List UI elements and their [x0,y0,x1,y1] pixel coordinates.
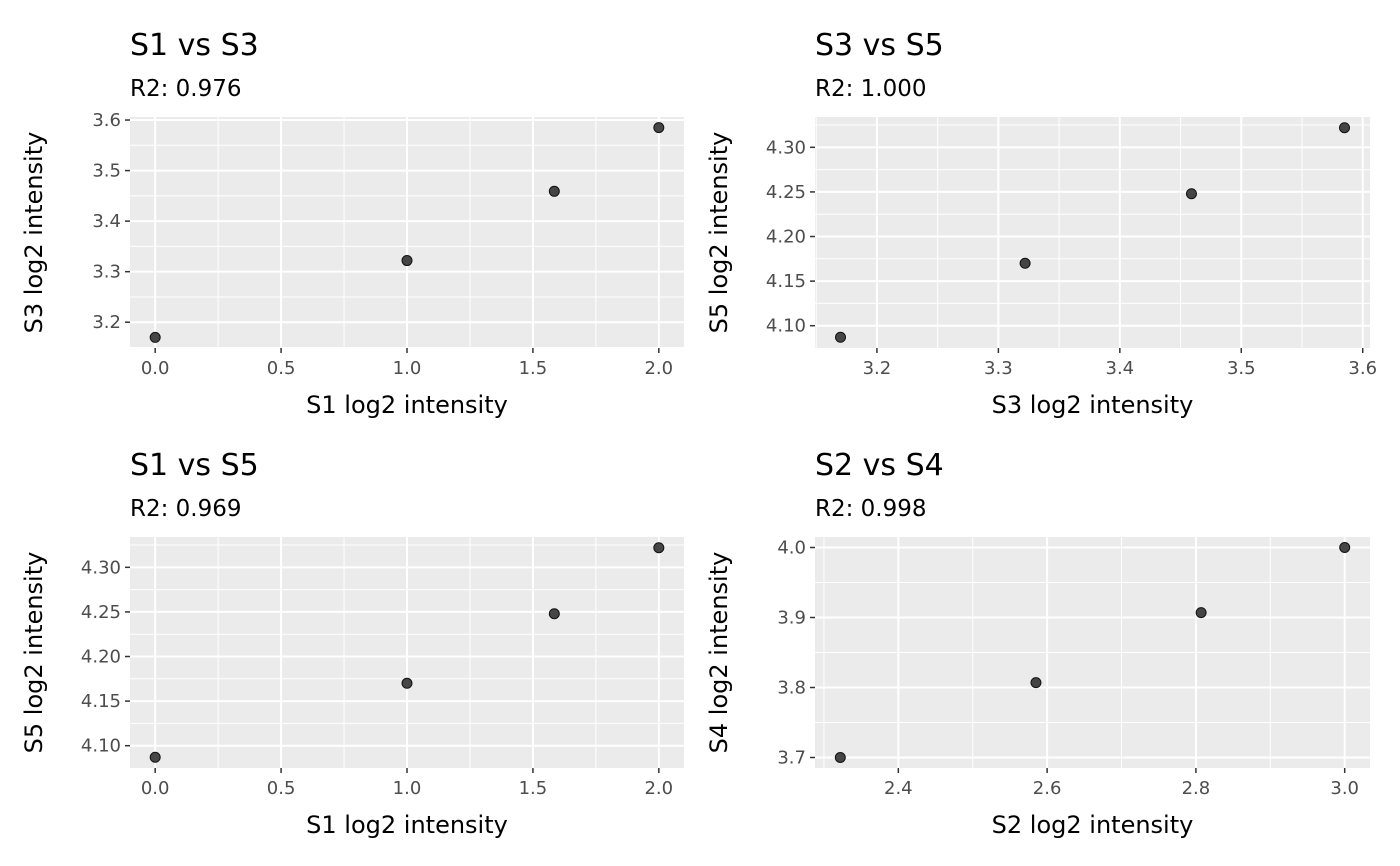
y-tick-label: 3.7 [777,748,806,769]
x-tick-label: 3.4 [1106,358,1135,379]
x-tick-label: 3.2 [863,358,892,379]
y-tick-label: 4.25 [81,602,121,623]
y-tick-label: 4.0 [777,538,806,559]
data-point [1338,122,1350,134]
panel-3: S1 vs S5 R2: 0.969 0.0 0.5 1.0 1.5 2.0 4.10 4.15… [20,448,684,839]
x-tick-label: 3.3 [984,358,1013,379]
panel-title: S3 vs S5 [815,28,944,63]
x-tick-label: 1.0 [393,778,422,799]
y-tick-label: 3.5 [92,161,121,182]
data-point [1195,607,1207,619]
panel-1: S1 vs S3 R2: 0.976 0.0 0.5 1.0 1.5 2.0 3.2 3.3 3.… [20,28,684,419]
data-point [401,677,413,689]
data-point [834,752,846,763]
x-tick-label: 1.5 [519,358,548,379]
x-axis-title: S1 log2 intensity [306,391,508,419]
x-tick-label: 0.0 [141,778,170,799]
data-point [653,122,665,134]
y-axis-title: S3 log2 intensity [20,132,48,334]
x-axis-title: S2 log2 intensity [992,811,1194,839]
data-point [149,751,161,763]
data-point [1030,677,1042,689]
y-tick-label: 4.25 [766,182,806,203]
y-axis-title: S4 log2 intensity [705,552,733,754]
x-axis-title: S1 log2 intensity [306,811,508,839]
x-tick-label: 0.5 [267,358,296,379]
x-tick-label: 1.0 [393,358,422,379]
x-tick-label: 0.5 [267,778,296,799]
x-tick-label: 3.5 [1227,358,1256,379]
y-axis-title: S5 log2 intensity [705,132,733,334]
x-tick-label: 1.5 [519,778,548,799]
panel-title: S2 vs S4 [815,448,944,483]
panel-background [815,117,1370,348]
panel-2: S3 vs S5 R2: 1.000 3.2 3.3 3.4 3.5 3.6 4.10 4.15… [705,28,1377,419]
data-point [149,331,161,343]
y-tick-label: 4.20 [81,647,121,668]
y-tick-label: 3.3 [92,262,121,283]
panel-4: S2 vs S4 R2: 0.998 2.4 2.6 2.8 3.0 3.7 3.8 3.9 4.… [705,448,1370,839]
y-tick-label: 4.30 [766,137,806,158]
y-tick-label: 4.15 [766,271,806,292]
y-tick-label: 4.15 [81,691,121,712]
data-point [1339,542,1351,553]
data-point [835,331,847,343]
panel-subtitle: R2: 0.976 [130,76,242,102]
data-point [1185,188,1197,200]
x-axis-title: S3 log2 intensity [992,391,1194,419]
panel-title: S1 vs S5 [130,448,259,483]
y-tick-label: 4.30 [81,557,121,578]
y-tick-label: 4.10 [766,316,806,337]
data-point [548,608,560,620]
data-point [401,255,413,267]
y-tick-label: 3.9 [777,608,806,629]
y-tick-label: 3.6 [92,110,121,131]
panel-subtitle: R2: 1.000 [815,76,927,102]
y-tick-label: 3.8 [777,678,806,699]
data-point [1019,257,1031,269]
y-tick-label: 4.10 [81,736,121,757]
y-tick-label: 4.20 [766,227,806,248]
panel-subtitle: R2: 0.998 [815,496,927,522]
data-point [548,185,560,197]
panel-title: S1 vs S3 [130,28,259,63]
y-tick-label: 3.4 [92,211,121,232]
x-tick-label: 2.6 [1033,778,1062,799]
x-tick-label: 2.0 [644,778,673,799]
x-tick-label: 3.0 [1330,778,1359,799]
y-tick-label: 3.2 [92,312,121,333]
data-point [653,542,665,554]
x-tick-label: 0.0 [141,358,170,379]
x-tick-label: 2.0 [644,358,673,379]
panel-subtitle: R2: 0.969 [130,496,242,522]
x-tick-label: 2.4 [884,778,913,799]
x-tick-label: 3.6 [1348,358,1377,379]
x-tick-label: 2.8 [1182,778,1211,799]
y-axis-title: S5 log2 intensity [20,552,48,754]
